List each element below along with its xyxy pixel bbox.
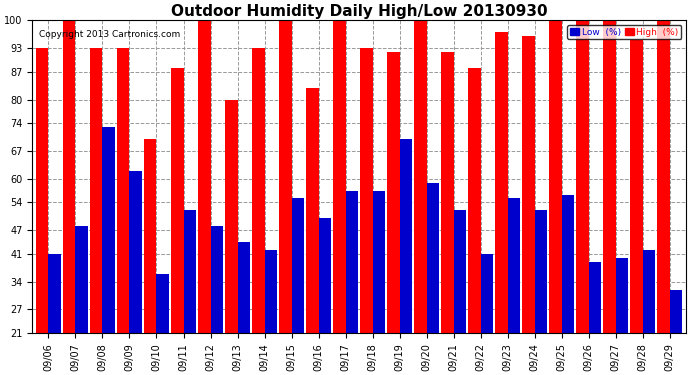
Bar bbox=[387, 52, 400, 333]
Title: Outdoor Humidity Daily High/Low 20130930: Outdoor Humidity Daily High/Low 20130930 bbox=[170, 4, 547, 19]
Bar bbox=[495, 32, 508, 333]
Bar bbox=[210, 226, 223, 333]
Text: Copyright 2013 Cartronics.com: Copyright 2013 Cartronics.com bbox=[39, 30, 180, 39]
Bar bbox=[264, 250, 277, 333]
Bar bbox=[589, 262, 601, 333]
Bar bbox=[615, 258, 628, 333]
Bar bbox=[630, 40, 642, 333]
Bar bbox=[36, 48, 48, 333]
Bar bbox=[198, 20, 210, 333]
Bar bbox=[90, 48, 103, 333]
Bar bbox=[292, 198, 304, 333]
Bar bbox=[576, 20, 589, 333]
Bar bbox=[63, 20, 75, 333]
Bar bbox=[144, 139, 157, 333]
Bar bbox=[657, 20, 669, 333]
Bar bbox=[522, 36, 535, 333]
Bar bbox=[306, 88, 319, 333]
Bar bbox=[535, 210, 547, 333]
Bar bbox=[426, 183, 439, 333]
Bar bbox=[414, 20, 426, 333]
Bar bbox=[669, 290, 682, 333]
Bar bbox=[642, 250, 655, 333]
Bar bbox=[441, 52, 453, 333]
Legend: Low  (%), High  (%): Low (%), High (%) bbox=[567, 25, 681, 39]
Bar bbox=[373, 190, 385, 333]
Bar bbox=[252, 48, 264, 333]
Bar bbox=[75, 226, 88, 333]
Bar bbox=[171, 68, 184, 333]
Bar bbox=[453, 210, 466, 333]
Bar bbox=[279, 20, 292, 333]
Bar bbox=[225, 99, 237, 333]
Bar bbox=[237, 242, 250, 333]
Bar bbox=[184, 210, 196, 333]
Bar bbox=[562, 195, 574, 333]
Bar bbox=[508, 198, 520, 333]
Bar bbox=[117, 48, 130, 333]
Bar bbox=[130, 171, 142, 333]
Bar bbox=[360, 48, 373, 333]
Bar bbox=[549, 20, 562, 333]
Bar bbox=[603, 20, 615, 333]
Bar bbox=[346, 190, 358, 333]
Bar bbox=[319, 218, 331, 333]
Bar bbox=[48, 254, 61, 333]
Bar bbox=[157, 274, 169, 333]
Bar bbox=[333, 20, 346, 333]
Bar bbox=[480, 254, 493, 333]
Bar bbox=[400, 139, 412, 333]
Bar bbox=[103, 127, 115, 333]
Bar bbox=[468, 68, 480, 333]
